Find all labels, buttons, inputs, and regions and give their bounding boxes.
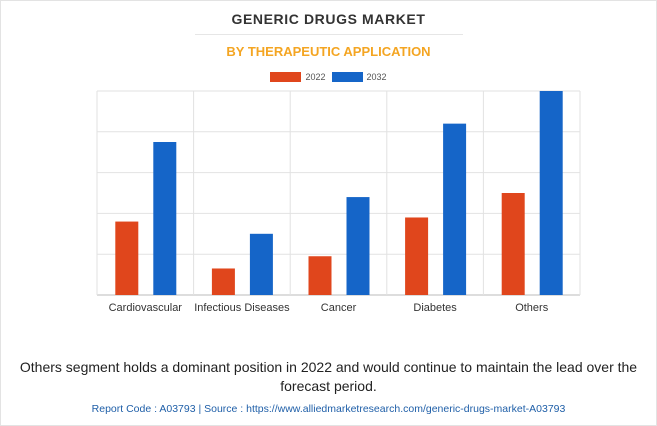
- bar-2032-cancer: [346, 197, 370, 295]
- legend: 2022 2032: [0, 72, 657, 82]
- bar-2032-others: [539, 91, 563, 295]
- legend-item-2032[interactable]: 2032: [331, 72, 387, 82]
- chart-title: GENERIC DRUGS MARKET: [231, 11, 426, 27]
- chart-subtitle: BY THERAPEUTIC APPLICATION: [226, 44, 431, 59]
- bar-2022-infectious-diseases: [211, 268, 235, 295]
- x-tick-label: Cancer: [321, 302, 357, 314]
- bar-2022-others: [501, 193, 525, 295]
- legend-swatch-2022: [270, 72, 302, 82]
- source-line[interactable]: Report Code : A03793 | Source : https://…: [91, 403, 566, 415]
- bar-2032-infectious-diseases: [249, 233, 273, 295]
- bar-2032-diabetes: [443, 123, 467, 295]
- legend-label-2022: 2022: [305, 72, 326, 82]
- legend-label-2032: 2032: [366, 72, 387, 82]
- bar-2022-cardiovascular: [115, 221, 139, 295]
- x-tick-label: Others: [515, 302, 549, 314]
- bar-chart: Cardiovascular Infectious Diseases Cancer D…: [96, 90, 581, 314]
- footnote: Others segment holds a dominant position…: [19, 359, 638, 394]
- legend-item-2022[interactable]: 2022: [270, 72, 326, 82]
- x-tick-label: Cardiovascular: [109, 302, 183, 314]
- bar-2032-cardiovascular: [153, 142, 177, 295]
- legend-swatch-2032: [331, 72, 363, 82]
- x-tick-label: Diabetes: [413, 302, 457, 314]
- title-divider: [195, 34, 463, 35]
- x-tick-label: Infectious Diseases: [194, 302, 290, 314]
- bar-2022-diabetes: [405, 217, 429, 295]
- bar-2022-cancer: [308, 256, 332, 295]
